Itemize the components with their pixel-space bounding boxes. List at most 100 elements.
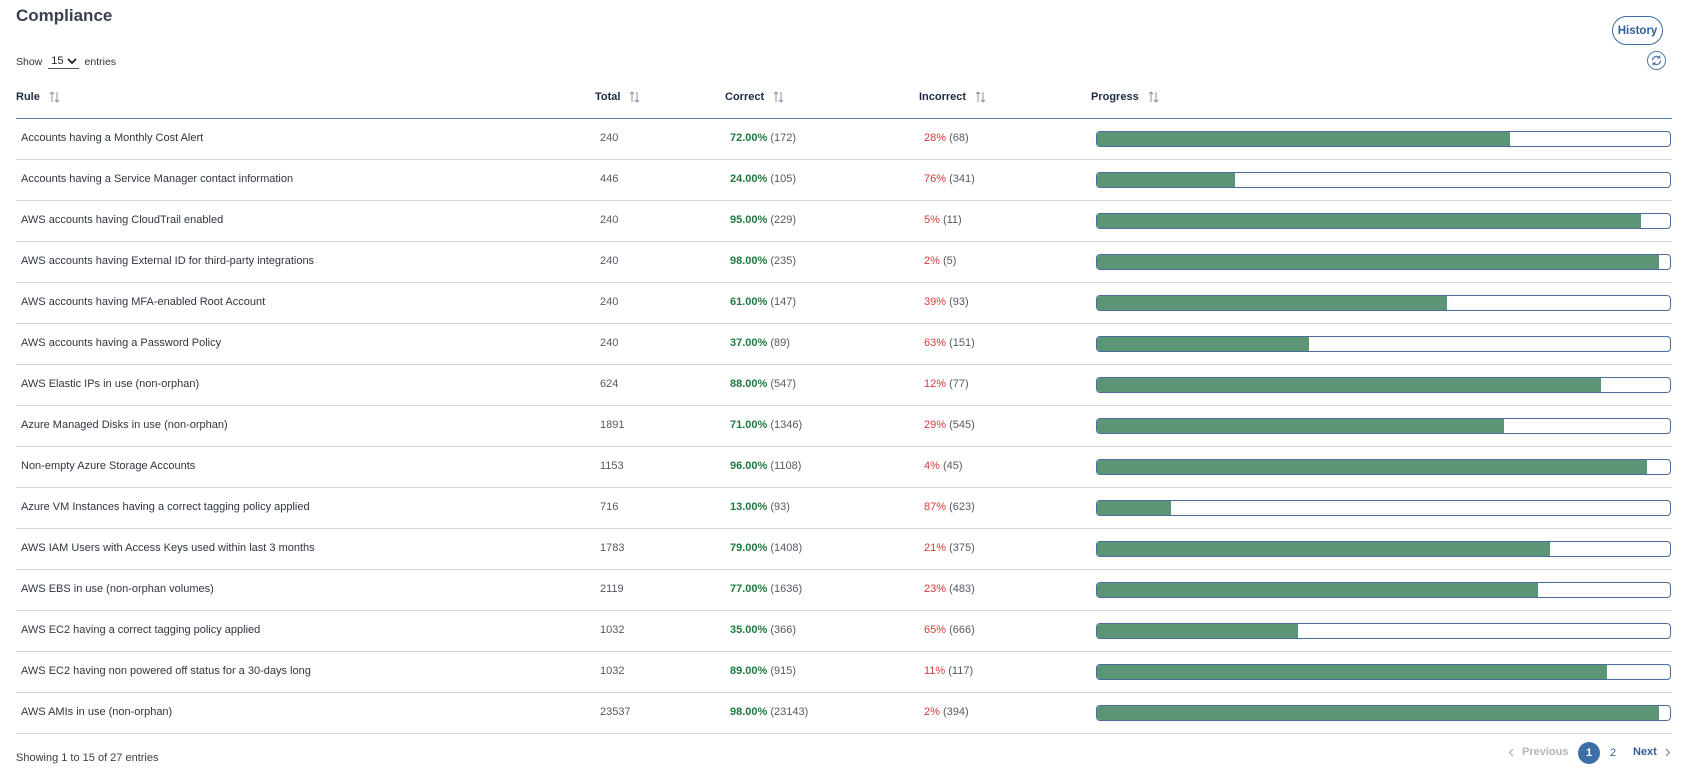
progress-bar: [1096, 295, 1671, 311]
column-header-incorrect[interactable]: Incorrect: [919, 91, 986, 103]
column-header-total[interactable]: Total: [595, 91, 640, 103]
progress-bar-fill: [1097, 706, 1659, 720]
correct-percent: 35.00%: [730, 624, 768, 636]
correct-percent: 89.00%: [730, 665, 768, 677]
table-row: AWS accounts having MFA-enabled Root Acc…: [16, 283, 1672, 324]
progress-bar: [1096, 213, 1671, 229]
table-info: Showing 1 to 15 of 27 entries: [16, 752, 159, 764]
progress-bar: [1096, 459, 1671, 475]
correct-cell: 35.00% (366): [730, 624, 796, 636]
progress-bar: [1096, 254, 1671, 270]
table-row: AWS EBS in use (non-orphan volumes) 2119 7…: [16, 570, 1672, 611]
incorrect-cell: 4% (45): [924, 460, 963, 472]
column-header-progress[interactable]: Progress: [1091, 91, 1159, 103]
correct-count: (1408): [770, 542, 803, 554]
rule-cell: AWS accounts having External ID for thir…: [21, 255, 315, 267]
rule-cell: Azure VM Instances having a correct tagg…: [21, 501, 310, 513]
progress-bar: [1096, 131, 1671, 147]
progress-bar-fill: [1097, 378, 1602, 392]
sort-icon: [975, 91, 986, 103]
pagination-page-2[interactable]: 2: [1609, 747, 1617, 759]
incorrect-percent: 2%: [924, 706, 940, 718]
pagination-previous[interactable]: Previous: [1508, 746, 1568, 758]
incorrect-count: (375): [949, 542, 975, 554]
refresh-button[interactable]: [1647, 51, 1666, 70]
incorrect-cell: 23% (483): [924, 583, 975, 595]
show-label: Show: [16, 56, 43, 68]
incorrect-cell: 28% (68): [924, 132, 969, 144]
history-button[interactable]: History: [1612, 16, 1663, 45]
correct-cell: 72.00% (172): [730, 132, 796, 144]
correct-count: (105): [770, 173, 797, 185]
rule-cell: Azure Managed Disks in use (non-orphan): [21, 419, 228, 431]
entries-select[interactable]: 15: [48, 55, 79, 69]
rule-cell: Accounts having a Monthly Cost Alert: [21, 132, 204, 144]
rule-cell: AWS AMIs in use (non-orphan): [21, 706, 173, 718]
chevron-right-icon: [1665, 748, 1671, 756]
total-cell: 1891: [600, 419, 625, 431]
correct-percent: 13.00%: [730, 501, 768, 513]
rule-cell: AWS IAM Users with Access Keys used with…: [21, 542, 315, 554]
correct-count: (366): [770, 624, 797, 636]
table-row: AWS accounts having CloudTrail enabled 24…: [16, 201, 1672, 242]
sort-icon: [630, 91, 640, 103]
pagination-page-1[interactable]: 1: [1578, 742, 1600, 764]
correct-percent: 77.00%: [730, 583, 768, 595]
table-row: AWS accounts having External ID for thir…: [16, 242, 1672, 283]
progress-bar-fill: [1097, 337, 1309, 351]
incorrect-count: (93): [949, 296, 969, 308]
progress-bar-fill: [1097, 255, 1659, 269]
correct-percent: 71.00%: [730, 419, 768, 431]
correct-percent: 24.00%: [730, 173, 768, 185]
progress-bar-fill: [1097, 501, 1172, 515]
progress-bar-fill: [1097, 214, 1642, 228]
correct-percent: 98.00%: [730, 255, 768, 267]
correct-count: (915): [770, 665, 797, 677]
incorrect-percent: 87%: [924, 501, 947, 513]
table-row: Accounts having a Monthly Cost Alert 240 7…: [16, 119, 1672, 160]
correct-cell: 95.00% (229): [730, 214, 796, 226]
total-cell: 240: [600, 337, 619, 349]
total-cell: 240: [600, 255, 619, 267]
sort-icon: [773, 91, 784, 103]
progress-bar-fill: [1097, 132, 1510, 146]
incorrect-percent: 65%: [924, 624, 947, 636]
incorrect-cell: 29% (545): [924, 419, 975, 431]
correct-percent: 37.00%: [730, 337, 768, 349]
column-header-incorrect-label: Incorrect: [919, 91, 967, 103]
incorrect-count: (68): [949, 132, 969, 144]
total-cell: 716: [600, 501, 619, 513]
correct-percent: 96.00%: [730, 460, 768, 472]
table-row: Azure VM Instances having a correct tagg…: [16, 488, 1672, 529]
incorrect-cell: 63% (151): [924, 337, 975, 349]
column-header-correct[interactable]: Correct: [725, 91, 784, 103]
progress-bar-fill: [1097, 419, 1504, 433]
table-header: Rule Total Correct Incorrect Progress: [16, 86, 1672, 119]
progress-bar: [1096, 172, 1671, 188]
progress-bar: [1096, 541, 1671, 557]
incorrect-cell: 12% (77): [924, 378, 969, 390]
rule-cell: AWS accounts having CloudTrail enabled: [21, 214, 224, 226]
incorrect-cell: 11% (117): [924, 665, 973, 677]
incorrect-count: (341): [949, 173, 975, 185]
incorrect-count: (117): [948, 665, 974, 677]
chevron-down-icon: [66, 58, 77, 65]
progress-bar: [1096, 336, 1671, 352]
column-header-rule-label: Rule: [16, 91, 40, 103]
rule-cell: AWS EBS in use (non-orphan volumes): [21, 583, 214, 595]
column-header-rule[interactable]: Rule: [16, 91, 60, 103]
correct-percent: 88.00%: [730, 378, 768, 390]
pagination-next[interactable]: Next: [1633, 746, 1671, 758]
incorrect-cell: 76% (341): [924, 173, 975, 185]
correct-percent: 98.00%: [730, 706, 768, 718]
rule-cell: AWS Elastic IPs in use (non-orphan): [21, 378, 200, 390]
incorrect-percent: 12%: [924, 378, 947, 390]
entries-length-control: Show 15 entries: [16, 53, 116, 71]
correct-cell: 79.00% (1408): [730, 542, 802, 554]
incorrect-cell: 39% (93): [924, 296, 969, 308]
rule-cell: Non-empty Azure Storage Accounts: [21, 460, 196, 472]
table-row: AWS AMIs in use (non-orphan) 23537 98.00% …: [16, 693, 1672, 734]
incorrect-cell: 87% (623): [924, 501, 975, 513]
total-cell: 240: [600, 214, 619, 226]
total-cell: 240: [600, 132, 619, 144]
